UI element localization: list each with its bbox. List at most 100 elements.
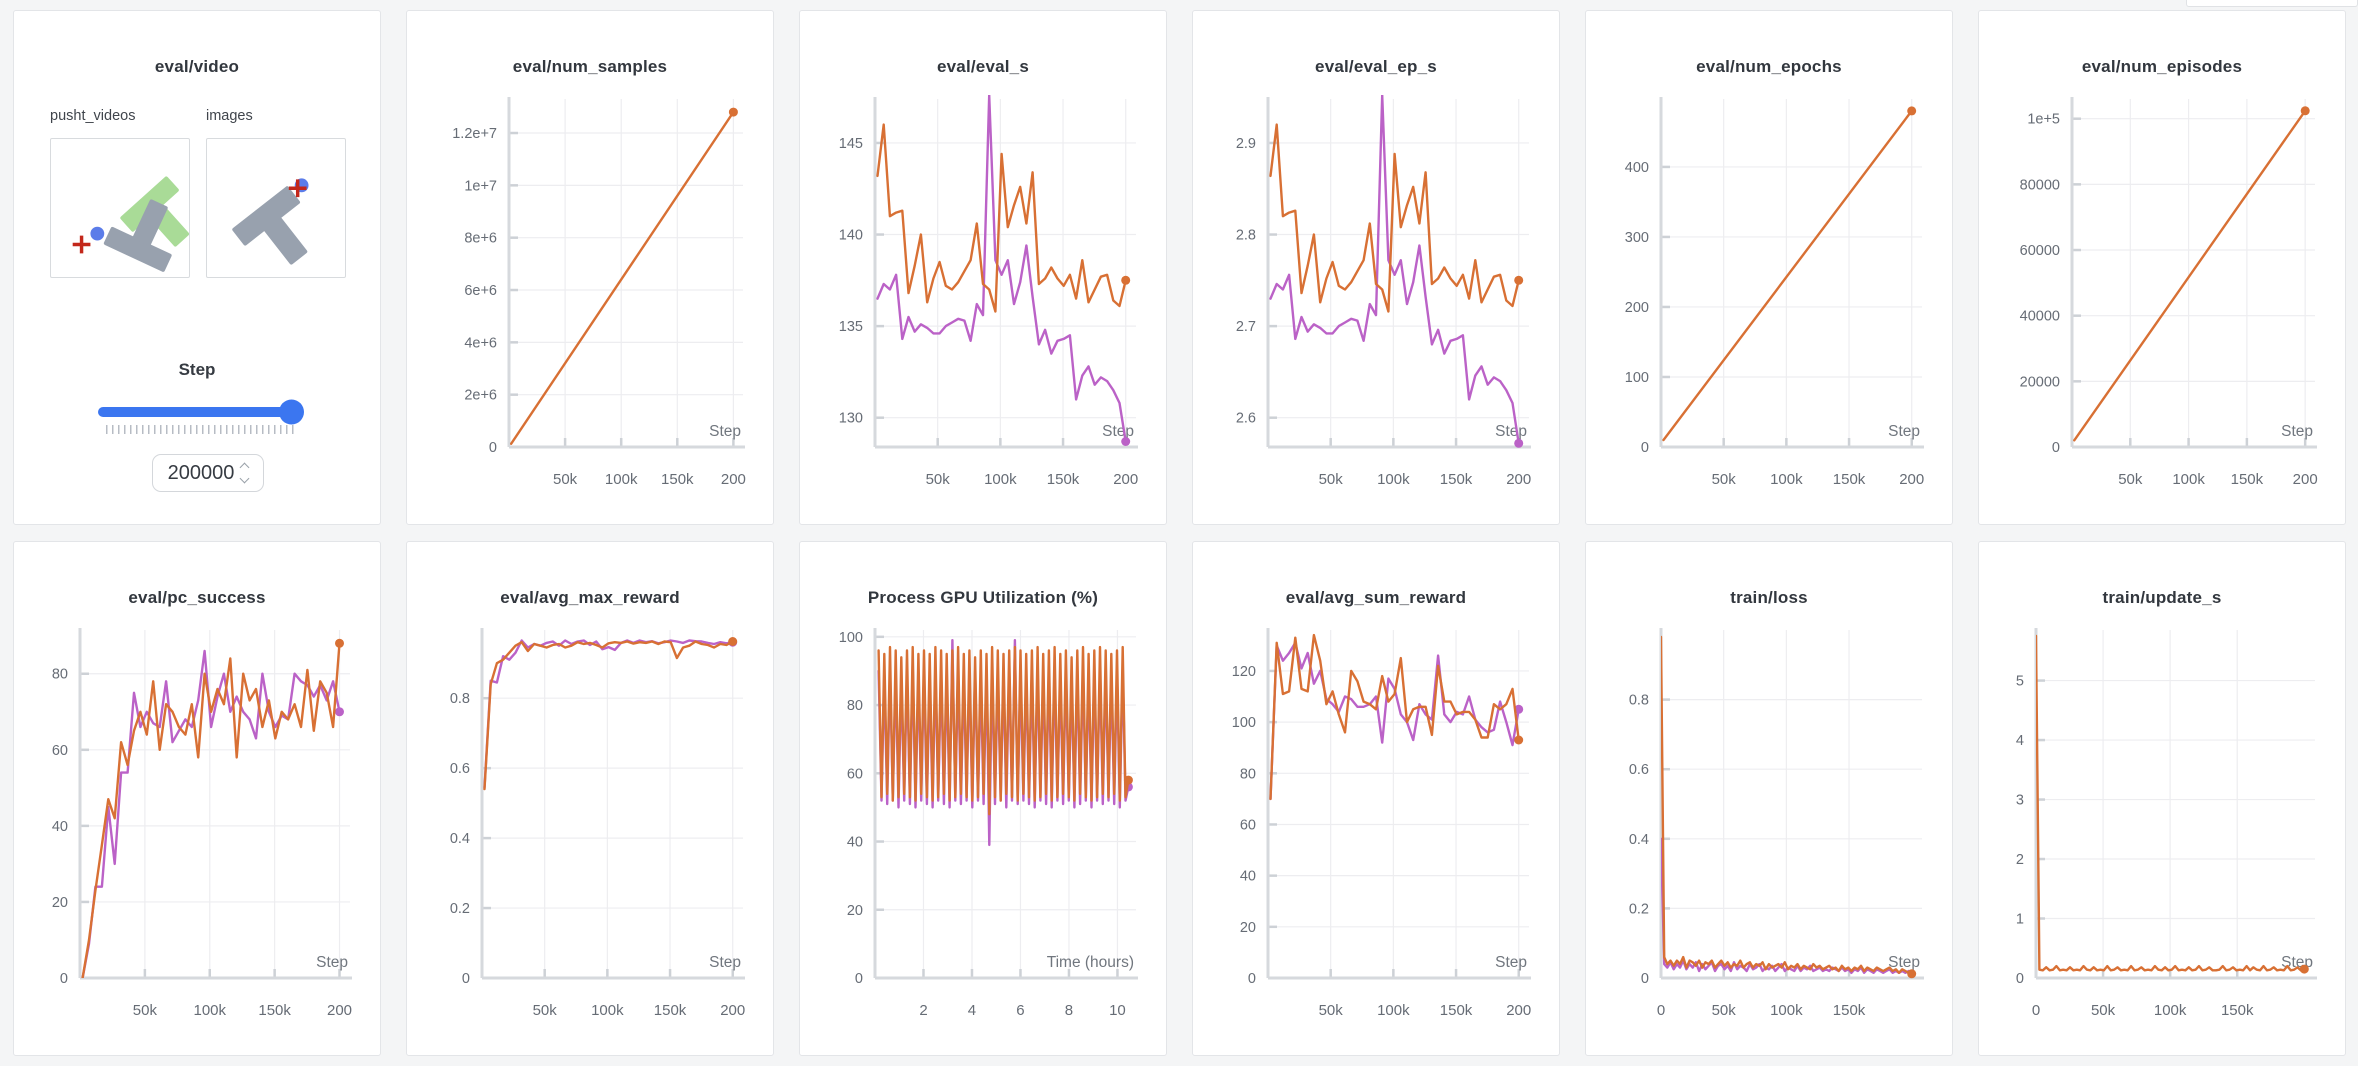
x-axis-title: Step xyxy=(1495,954,1527,971)
chart-canvas[interactable]: 0 20 40 60 80 50k 100k 150k 200 Step xyxy=(14,624,382,1048)
axis-lines xyxy=(873,628,1138,980)
increment-icon[interactable] xyxy=(239,462,250,473)
y-tick-label: 8e+6 xyxy=(464,231,497,247)
y-tick-label: 0.2 xyxy=(450,901,470,917)
series-line-run-orange xyxy=(877,645,1130,816)
pusht-image-icon xyxy=(232,178,309,265)
y-tick-label: 1e+7 xyxy=(464,178,497,194)
end-point-marker-run-orange xyxy=(2300,106,2310,116)
y-tick-label: 80 xyxy=(847,698,863,714)
y-tick-label: 0 xyxy=(462,971,470,987)
chart-panel[interactable]: eval/avg_sum_reward 0 20 40 60 80 100 120 50k 100… xyxy=(1192,541,1560,1056)
end-point-marker-run-purple xyxy=(1121,437,1131,446)
series-line-run-purple xyxy=(81,649,341,978)
chart-canvas[interactable]: 0 20 40 60 80 100 2 4 6 8 10 Time (hours) xyxy=(800,624,1168,1048)
x-tick-label: 50k xyxy=(533,1002,558,1019)
axis-lines xyxy=(480,628,745,980)
x-axis-title: Step xyxy=(1495,423,1527,440)
chart-canvas[interactable]: 2.6 2.7 2.8 2.9 50k 100k 150k 200 Step xyxy=(1193,93,1561,517)
chart-panel[interactable]: eval/pc_success 0 20 40 60 80 50k 100k 150k 200 St… xyxy=(13,541,381,1056)
y-tick-label: 0.6 xyxy=(450,761,470,777)
media-panel-eval-video[interactable]: eval/video pusht_videos images xyxy=(13,10,381,525)
x-tick-label: 100k xyxy=(1377,1002,1410,1019)
end-point-marker-run-purple xyxy=(1514,438,1524,448)
end-point-marker-run-orange xyxy=(728,637,738,646)
chart-panel[interactable]: Process GPU Utilization (%) 0 20 40 60 80 100 2… xyxy=(799,541,1167,1056)
y-tick-label: 100 xyxy=(1232,715,1256,731)
images-thumbnail[interactable] xyxy=(206,138,346,278)
x-axis-title: Step xyxy=(709,954,741,971)
y-tick-label: 20 xyxy=(1240,920,1256,936)
chart-panel[interactable]: train/update_s 0 1 2 3 4 5 0 50k 100k 150k Step xyxy=(1978,541,2346,1056)
y-gridlines: 0 20 40 60 80 100 120 xyxy=(1232,664,1529,987)
y-tick-label: 0.6 xyxy=(1629,762,1649,778)
x-axis-title: Step xyxy=(316,954,348,971)
chart-canvas[interactable]: 0 20000 40000 60000 80000 1e+5 50k 100k 150k 200 S… xyxy=(1979,93,2347,517)
y-tick-label: 80 xyxy=(1240,766,1256,782)
series-line-run-orange xyxy=(81,642,341,978)
chart-canvas[interactable]: 130 135 140 145 50k 100k 150k 200 Step xyxy=(800,93,1168,517)
x-tick-label: 8 xyxy=(1065,1002,1073,1019)
y-tick-label: 1 xyxy=(2016,912,2024,928)
x-tick-label: 150k xyxy=(1440,471,1473,488)
step-value-input[interactable]: 200000 xyxy=(152,454,264,492)
end-point-marker-run-orange xyxy=(1907,969,1917,979)
chart-panel[interactable]: train/loss 0 0.2 0.4 0.6 0.8 0 50k 100k 150k Step xyxy=(1585,541,1953,1056)
stepper-arrows[interactable] xyxy=(239,462,250,484)
chart-panel[interactable]: eval/num_episodes 0 20000 40000 60000 80000 1e… xyxy=(1978,10,2346,525)
x-gridlines: 50k 100k 150k 200 xyxy=(2118,99,2318,488)
chart-canvas[interactable]: 0 0.2 0.4 0.6 0.8 50k 100k 150k 200 Step xyxy=(407,624,775,1048)
y-tick-label: 0 xyxy=(489,440,497,456)
panel-title: eval/video xyxy=(154,57,240,76)
y-tick-label: 2.7 xyxy=(1236,319,1256,335)
pusht-target-cross-icon xyxy=(72,235,91,254)
series-line-run-orange xyxy=(876,123,1127,313)
y-tick-label: 400 xyxy=(1625,160,1649,176)
chart-panel[interactable]: eval/eval_s 130 135 140 145 50k 100k 150k 200 Ste… xyxy=(799,10,1167,525)
chart-title: eval/pc_success xyxy=(128,588,266,607)
x-axis-title: Step xyxy=(2281,423,2313,440)
chart-title: eval/num_samples xyxy=(512,57,668,76)
step-slider-thumb[interactable] xyxy=(279,399,304,425)
pusht-video-thumbnail[interactable] xyxy=(50,138,190,278)
x-tick-label: 200 xyxy=(1113,471,1138,488)
y-tick-label: 4 xyxy=(2016,733,2024,749)
chart-canvas[interactable]: 0 100 200 300 400 50k 100k 150k 200 Step xyxy=(1586,93,1954,517)
chart-canvas[interactable]: 0 2e+6 4e+6 6e+6 8e+6 1e+7 1.2e+7 50k 100k 150k 20… xyxy=(407,93,775,517)
series-line-run-purple xyxy=(1269,95,1520,445)
y-gridlines: 0 0.2 0.4 0.6 0.8 xyxy=(450,691,743,987)
media-label-pusht-videos: pusht_videos xyxy=(50,108,136,124)
chart-canvas[interactable]: 0 20 40 60 80 100 120 50k 100k 150k 200 Step xyxy=(1193,624,1561,1048)
axis-lines xyxy=(1266,628,1531,980)
y-tick-label: 60 xyxy=(1240,817,1256,833)
chart-panel[interactable]: eval/num_epochs 0 100 200 300 400 50k 100k 150k 2… xyxy=(1585,10,1953,525)
x-gridlines: 50k 100k 150k 200 xyxy=(133,630,352,1019)
y-tick-label: 2.8 xyxy=(1236,228,1256,244)
y-tick-label: 5 xyxy=(2016,674,2024,690)
chart-panel[interactable]: eval/num_samples 0 2e+6 4e+6 6e+6 8e+6 1e+7 1.2… xyxy=(406,10,774,525)
chart-title: eval/eval_ep_s xyxy=(1315,57,1437,76)
chart-canvas[interactable]: 0 0.2 0.4 0.6 0.8 0 50k 100k 150k Step xyxy=(1586,624,1954,1048)
chart-title: eval/num_episodes xyxy=(2081,57,2243,76)
x-tick-label: 0 xyxy=(1657,1002,1665,1019)
x-gridlines: 0 50k 100k 150k xyxy=(2032,630,2254,1019)
y-tick-label: 1e+5 xyxy=(2027,112,2060,128)
y-tick-label: 100 xyxy=(839,630,863,646)
axis-lines xyxy=(873,97,1138,449)
y-tick-label: 0.4 xyxy=(450,831,470,847)
x-gridlines: 50k 100k 150k 200 xyxy=(553,99,746,488)
x-tick-label: 200 xyxy=(2293,471,2318,488)
series-line-run-orange xyxy=(2073,109,2307,442)
chart-panel[interactable]: eval/avg_max_reward 0 0.2 0.4 0.6 0.8 50k 100k 1… xyxy=(406,541,774,1056)
y-gridlines: 0 0.2 0.4 0.6 0.8 xyxy=(1629,693,1922,987)
y-tick-label: 0.4 xyxy=(1629,832,1649,848)
y-tick-label: 0.8 xyxy=(450,691,470,707)
x-tick-label: 200 xyxy=(1899,471,1924,488)
decrement-icon[interactable] xyxy=(239,473,250,484)
chart-panel[interactable]: eval/eval_ep_s 2.6 2.7 2.8 2.9 50k 100k 150k 200… xyxy=(1192,10,1560,525)
step-slider[interactable] xyxy=(98,399,304,425)
y-tick-label: 2e+6 xyxy=(464,388,497,404)
y-tick-label: 100 xyxy=(1625,370,1649,386)
x-tick-label: 100k xyxy=(193,1002,226,1019)
